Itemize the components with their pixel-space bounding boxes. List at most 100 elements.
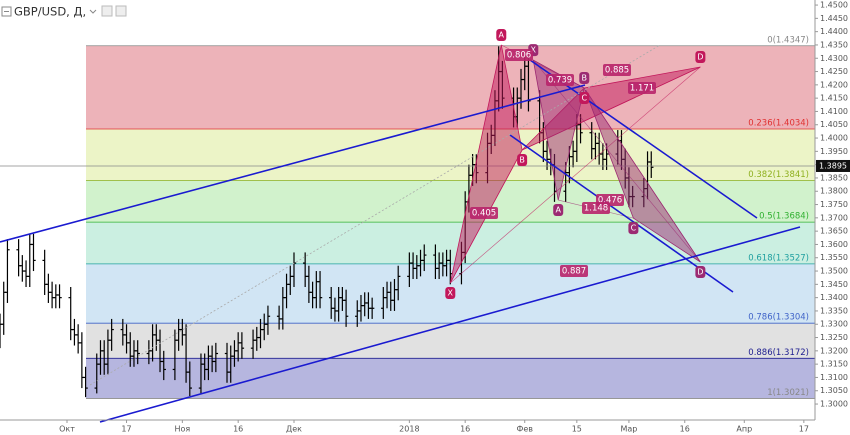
- y-tick-label: 1.4000: [820, 134, 848, 143]
- y-tick-label: 1.4250: [820, 67, 848, 76]
- y-tick-label: 1.3100: [820, 373, 848, 382]
- y-tick-label: 1.3750: [820, 200, 848, 209]
- y-tick-label: 1.3450: [820, 280, 848, 289]
- y-tick-label: 1.4450: [820, 14, 848, 23]
- settings-icon[interactable]: [101, 5, 113, 17]
- pattern-point-box: [517, 154, 528, 167]
- ratio-label: 0.476: [598, 196, 622, 206]
- x-tick-label: 15: [572, 425, 582, 434]
- pattern-point-label: C: [581, 94, 587, 103]
- pattern-point-label: B: [519, 156, 525, 165]
- pattern-point-box: [496, 28, 507, 41]
- y-tick-label: 1.4500: [820, 1, 848, 10]
- ratio-label: 0.806: [507, 51, 531, 61]
- fib-trend-line: [89, 44, 661, 386]
- x-tick-label: Апр: [736, 425, 752, 434]
- pattern-leg: [584, 87, 701, 263]
- ratio-box: [560, 265, 588, 277]
- y-tick-label: 1.4100: [820, 107, 848, 116]
- fib-level-label: 0.886(1.3172): [748, 348, 809, 358]
- y-tick-label: 1.4200: [820, 80, 848, 89]
- pattern-point-label: X: [531, 46, 537, 55]
- ratio-box: [505, 49, 533, 61]
- x-tick-label: Ноя: [174, 425, 190, 434]
- y-tick-label: 1.3050: [820, 386, 848, 395]
- x-tick-label: 17: [121, 425, 131, 434]
- ratio-box: [470, 207, 498, 219]
- pattern-point-label: D: [697, 53, 703, 62]
- pattern-point-label: A: [499, 30, 505, 39]
- fib-band: [86, 358, 815, 399]
- last-price-box: [816, 159, 850, 172]
- ratio-label: 0.885: [605, 66, 629, 76]
- trend-channels: [0, 44, 801, 423]
- close-icon[interactable]: [115, 5, 127, 17]
- pattern-point-box: [628, 222, 639, 235]
- fib-bands: [86, 45, 815, 399]
- fib-level-label: 0.786(1.3304): [748, 313, 809, 323]
- fib-band: [86, 180, 815, 223]
- ratio-label: 1.171: [630, 84, 654, 94]
- x-tick-label: Фев: [516, 425, 533, 434]
- y-tick-label: 1.3800: [820, 187, 848, 196]
- y-tick-label: 1.3650: [820, 227, 848, 236]
- fib-band: [86, 45, 815, 130]
- pattern-point-box: [695, 51, 706, 64]
- y-tick-label: 1.3600: [820, 240, 848, 249]
- y-tick-label: 1.3500: [820, 267, 848, 276]
- y-tick-label: 1.3350: [820, 306, 848, 315]
- fib-level-label: 1(1.3021): [767, 388, 809, 398]
- x-tick-label: 17: [799, 425, 809, 434]
- x-tick-label: Окт: [59, 425, 75, 434]
- y-tick-label: 1.3200: [820, 346, 848, 355]
- y-tick-label: 1.3000: [820, 400, 848, 409]
- fib-level-label: 0(1.4347): [767, 35, 809, 45]
- ratio-label: 0.739: [548, 76, 572, 86]
- pattern-point-box: [695, 266, 706, 279]
- pattern-point-label: B: [582, 74, 588, 83]
- fib-level-label: 0.5(1.3684): [759, 212, 809, 222]
- pattern-point-label: C: [631, 224, 637, 233]
- pattern-leg: [450, 66, 701, 284]
- header: GBP/USD, Д,: [1, 5, 127, 19]
- y-tick-label: 1.3950: [820, 147, 848, 156]
- y-tick-label: 1.4300: [820, 54, 848, 63]
- pattern-point-box: [445, 287, 456, 300]
- x-tick-label: 16: [680, 425, 690, 434]
- last-price-label: 1.3895: [819, 161, 847, 170]
- y-tick-label: 1.3300: [820, 320, 848, 329]
- pattern-point-label: D: [697, 268, 703, 277]
- channel-line: [509, 134, 734, 293]
- y-tick-label: 1.4050: [820, 120, 848, 129]
- x-tick-label: Дек: [286, 425, 302, 434]
- ratio-box: [546, 74, 574, 86]
- y-tick-label: 1.3550: [820, 253, 848, 262]
- dropdown-icon[interactable]: [89, 9, 97, 14]
- channel-line: [0, 84, 586, 243]
- fib-level-label: 0.618(1.3527): [748, 253, 809, 263]
- channel-line: [99, 226, 801, 423]
- y-tick-label: 1.3400: [820, 293, 848, 302]
- ratio-box: [603, 64, 631, 76]
- pattern-point-box: [553, 204, 564, 217]
- y-tick-label: 1.3150: [820, 360, 848, 369]
- pattern-point-box: [579, 92, 590, 105]
- pattern-point-label: A: [555, 206, 561, 215]
- channel-line: [529, 59, 758, 219]
- x-tick-label: 16: [233, 425, 243, 434]
- ratio-box: [628, 82, 656, 94]
- fib-level-label: 0.236(1.4034): [748, 119, 809, 129]
- chart-title: GBP/USD, Д,: [14, 5, 86, 19]
- x-tick-label: 2018: [399, 425, 419, 434]
- y-tick-label: 1.4150: [820, 94, 848, 103]
- x-tick-label: Мар: [620, 425, 637, 434]
- ratio-label: 0.405: [472, 209, 496, 219]
- pattern-leg: [533, 59, 701, 263]
- y-tick-label: 1.3700: [820, 213, 848, 222]
- x-tick-label: 16: [460, 425, 470, 434]
- y-tick-label: 1.4400: [820, 27, 848, 36]
- collapse-icon[interactable]: [1, 6, 12, 17]
- y-tick-label: 1.3850: [820, 173, 848, 182]
- y-tick-label: 1.3250: [820, 333, 848, 342]
